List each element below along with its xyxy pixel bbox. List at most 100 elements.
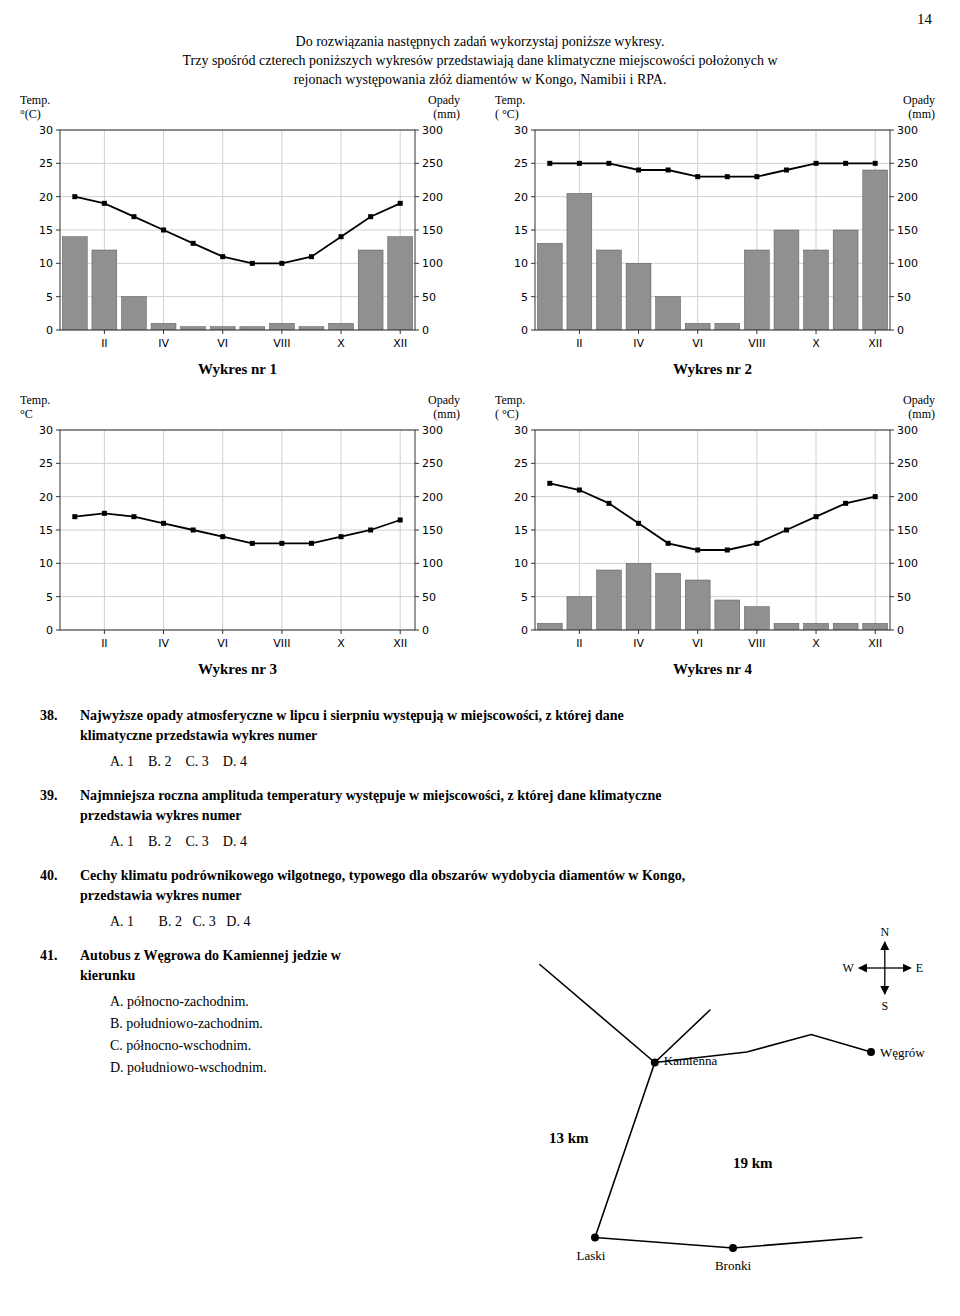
precipitation-bar (537, 243, 562, 330)
plot-frame (535, 130, 890, 330)
tick-mark (56, 596, 60, 597)
tick-mark (890, 430, 894, 431)
road (595, 1063, 655, 1238)
question: 40.Cechy klimatu podrównikowego wilgotne… (40, 868, 685, 929)
grid-line (281, 430, 282, 630)
precipitation-bar (715, 323, 740, 330)
answer-option: B. południowo-zachodnim. (110, 1016, 263, 1031)
tick-mark (56, 130, 60, 131)
y-tick-label: 10 (514, 257, 528, 270)
tick-mark (531, 130, 535, 131)
climate-chart: 051015202530050100150200250300IIIVVIVIII… (20, 93, 460, 377)
y-axis-label: Temp. (495, 393, 525, 407)
climate-chart: 051015202530050100150200250300IIIVVIVIII… (20, 393, 460, 677)
tick-mark (415, 596, 419, 597)
chart-title: Wykres nr 4 (673, 661, 752, 677)
temperature-marker (339, 534, 344, 539)
tick-mark (104, 330, 105, 334)
x-tick-label: X (337, 637, 345, 650)
tick-mark (531, 630, 535, 631)
y2-tick-label: 0 (422, 624, 429, 637)
temperature-marker (695, 548, 700, 553)
grid-line (60, 463, 415, 464)
grid-line (535, 563, 890, 564)
y2-tick-label: 250 (897, 157, 918, 170)
tick-mark (56, 630, 60, 631)
question-text: Najmniejsza roczna amplituda temperatury… (80, 788, 662, 803)
plot-frame (60, 430, 415, 630)
y2-tick-label: 100 (897, 557, 918, 570)
x-tick-label: VI (692, 637, 703, 650)
compass-label: W (842, 961, 854, 975)
tick-mark (531, 263, 535, 264)
temperature-line (75, 197, 400, 264)
x-tick-label: X (337, 337, 345, 350)
page-number: 14 (917, 11, 933, 27)
x-tick-label: IV (158, 337, 169, 350)
x-tick-label: II (101, 637, 108, 650)
precipitation-bar (626, 263, 651, 330)
tick-mark (890, 196, 894, 197)
tick-mark (890, 230, 894, 231)
tick-mark (531, 230, 535, 231)
temperature-marker (725, 548, 730, 553)
precipitation-bar (92, 250, 117, 330)
precipitation-bar (715, 600, 740, 630)
tick-mark (415, 263, 419, 264)
precipitation-bar (269, 323, 294, 330)
temperature-marker (814, 514, 819, 519)
temperature-line (550, 483, 875, 550)
y-axis-label: Temp. (20, 93, 50, 107)
y2-tick-label: 150 (422, 524, 443, 537)
tick-mark (56, 296, 60, 297)
x-tick-label: VI (217, 337, 228, 350)
temperature-marker (784, 168, 789, 173)
answer-options: A. 1 B. 2 C. 3 D. 4 (110, 754, 247, 769)
tick-mark (415, 463, 419, 464)
x-tick-label: IV (633, 337, 644, 350)
y2-tick-label: 250 (422, 157, 443, 170)
y-tick-label: 0 (521, 624, 528, 637)
x-tick-label: XII (868, 337, 882, 350)
temperature-marker (102, 201, 107, 206)
tick-mark (890, 463, 894, 464)
temperature-marker (368, 528, 373, 533)
y-axis-label: Temp. (495, 93, 525, 107)
temperature-marker (131, 214, 136, 219)
tick-mark (56, 330, 60, 331)
grid-line (60, 230, 415, 231)
question-text: przedstawia wykres numer (80, 808, 242, 823)
grid-line (60, 163, 415, 164)
tick-mark (56, 430, 60, 431)
road (733, 1238, 862, 1249)
tick-mark (56, 263, 60, 264)
y-axis-label: Temp. (20, 393, 50, 407)
tick-mark (531, 596, 535, 597)
question: 41.Autobus z Węgrowa do Kamiennej jedzie… (40, 948, 342, 1075)
precipitation-bar (744, 607, 769, 630)
tick-mark (400, 330, 401, 334)
grid-line (697, 130, 698, 330)
plot-frame (60, 130, 415, 330)
grid-line (341, 130, 342, 330)
town-label: Laski (577, 1248, 606, 1263)
plot-area (72, 511, 402, 546)
precipitation-bar (656, 297, 681, 330)
compass-arrow (884, 942, 885, 968)
x-tick-label: IV (633, 637, 644, 650)
temperature-marker (309, 541, 314, 546)
y2-tick-label: 150 (897, 524, 918, 537)
temperature-marker (873, 494, 878, 499)
temperature-marker (368, 214, 373, 219)
grid-line (222, 430, 223, 630)
temperature-marker (636, 521, 641, 526)
y-axis-label: °C (20, 407, 33, 421)
temperature-marker (309, 254, 314, 259)
precipitation-bar (597, 570, 622, 630)
temperature-marker (754, 174, 759, 179)
precipitation-bar (122, 297, 147, 330)
grid-line (60, 563, 415, 564)
y2-tick-label: 0 (422, 324, 429, 337)
precipitation-bar (833, 230, 858, 330)
grid-line (60, 596, 415, 597)
